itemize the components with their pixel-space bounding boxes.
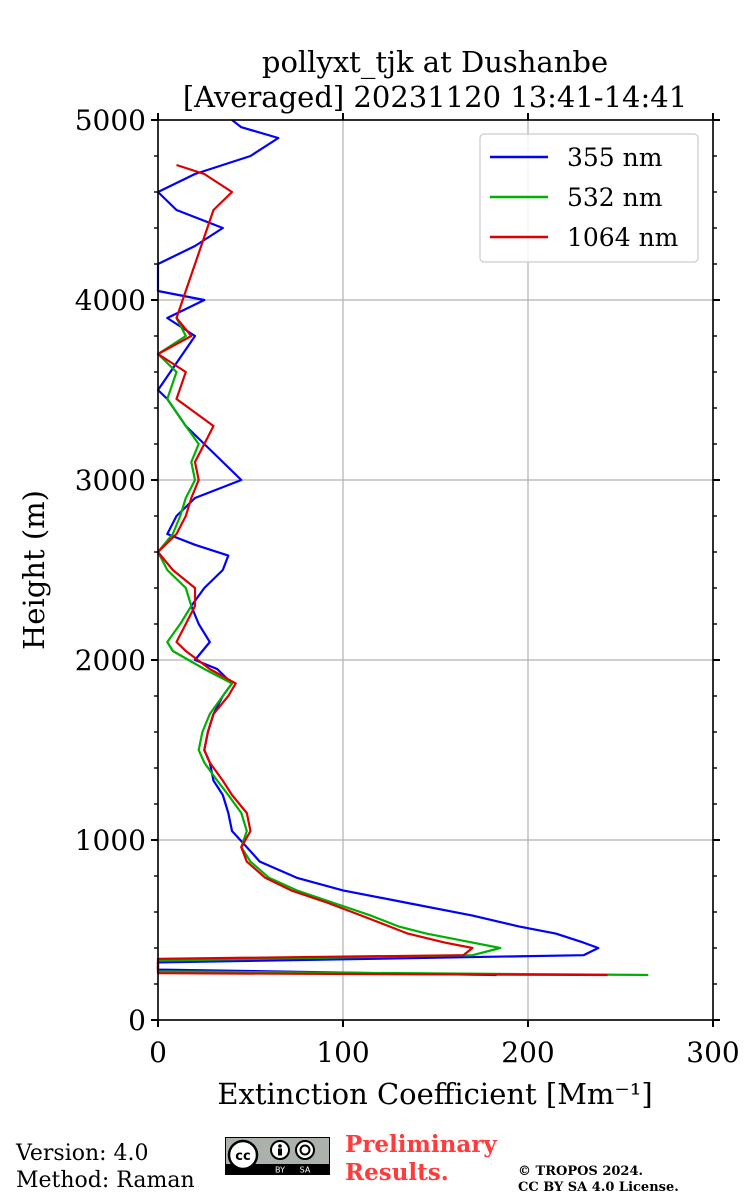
sa-icon (295, 1140, 315, 1160)
chart-title: pollyxt_tjk at Dushanbe (262, 45, 608, 80)
legend-label: 1064 nm (567, 223, 679, 252)
legend-box (479, 133, 699, 263)
x-tick-label: 100 (316, 1036, 369, 1069)
preliminary-notice-line1: Preliminary (345, 1131, 497, 1158)
x-tick-labels: 0 100 200 300 (149, 1036, 740, 1069)
copyright-line1: © TROPOS 2024. (518, 1164, 644, 1179)
y-tick-label: 0 (128, 1004, 146, 1037)
y-tick-label: 4000 (75, 284, 146, 317)
preliminary-notice-line2: Results. (345, 1159, 449, 1186)
by-label: BY (275, 1166, 285, 1175)
plot-frame (157, 119, 714, 1021)
x-tick-label: 0 (149, 1036, 167, 1069)
y-tick-label: 3000 (75, 464, 146, 497)
method-label: Method: Raman (16, 1168, 195, 1193)
cc-by-sa-badge: cc BY SA (225, 1137, 330, 1179)
version-label: Version: 4.0 (16, 1141, 149, 1166)
y-tick-label: 5000 (75, 104, 146, 137)
legend-label: 532 nm (567, 183, 663, 212)
y-tick-labels: 0 1000 2000 3000 4000 5000 (75, 104, 146, 1037)
chart-subtitle: [Averaged] 20231120 13:41-14:41 (183, 80, 687, 114)
legend: 355 nm 532 nm 1064 nm (479, 133, 699, 263)
copyright-line2: CC BY SA 4.0 License. (518, 1180, 679, 1195)
sa-label: SA (300, 1166, 311, 1175)
x-tick-label: 200 (501, 1036, 554, 1069)
y-axis-label: Height (m) (17, 490, 51, 650)
y-tick-label: 1000 (75, 824, 146, 857)
x-axis-label: Extinction Coefficient [Mm⁻¹] (217, 1077, 652, 1111)
cc-icon (227, 1139, 259, 1171)
cc-icon-text: cc (235, 1149, 250, 1164)
series-line-532-nm (156, 317, 649, 977)
y-tick-label: 2000 (75, 644, 146, 677)
series-line-1064-nm (156, 163, 608, 977)
extinction-profile-chart: pollyxt_tjk at Dushanbe [Averaged] 20231… (17, 45, 740, 1111)
x-tick-label: 300 (686, 1036, 739, 1069)
legend-label: 355 nm (567, 143, 663, 172)
